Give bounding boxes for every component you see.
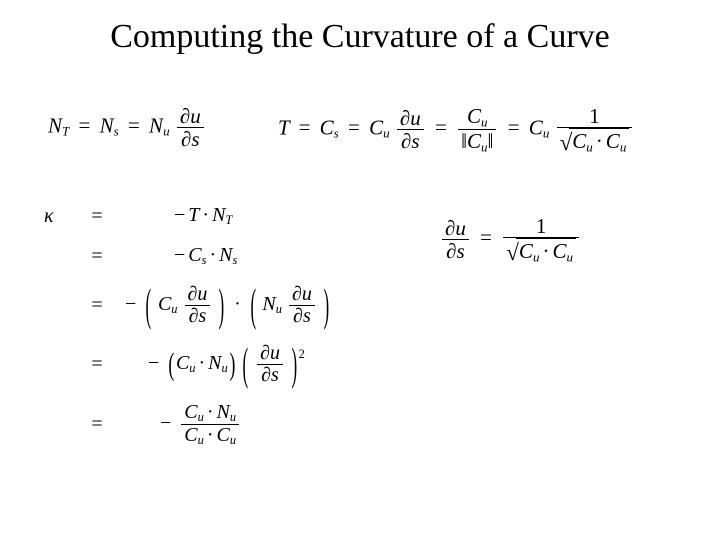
kappa-line-3: = − ( Cu ∂u ∂s ) · ( Nu ∂u ∂s ) [38, 277, 337, 334]
kappa-line-1: κ = −T·NT [38, 197, 337, 235]
equation-NT: NT = Ns = Nu ∂u ∂s [48, 105, 206, 150]
kappa-line-2: = −Cs·Ns [38, 237, 337, 275]
slide-title: Computing the Curvature of a Curve [0, 18, 720, 56]
kappa-line-4: = − (Cu·Nu) ( ∂u ∂s )2 [38, 336, 337, 393]
equation-T: T = Cs = Cu ∂u ∂s = Cu ‖Cu‖ = Cu 1 √ Cu·… [278, 105, 634, 154]
kappa-derivation: κ = −T·NT = −Cs·Ns = − ( Cu ∂u ∂s ) · ( … [36, 195, 339, 456]
equation-duDs: ∂u ∂s = 1 √ Cu·Cu [440, 215, 581, 264]
kappa-line-5: = − Cu·Nu Cu·Cu [38, 395, 337, 454]
